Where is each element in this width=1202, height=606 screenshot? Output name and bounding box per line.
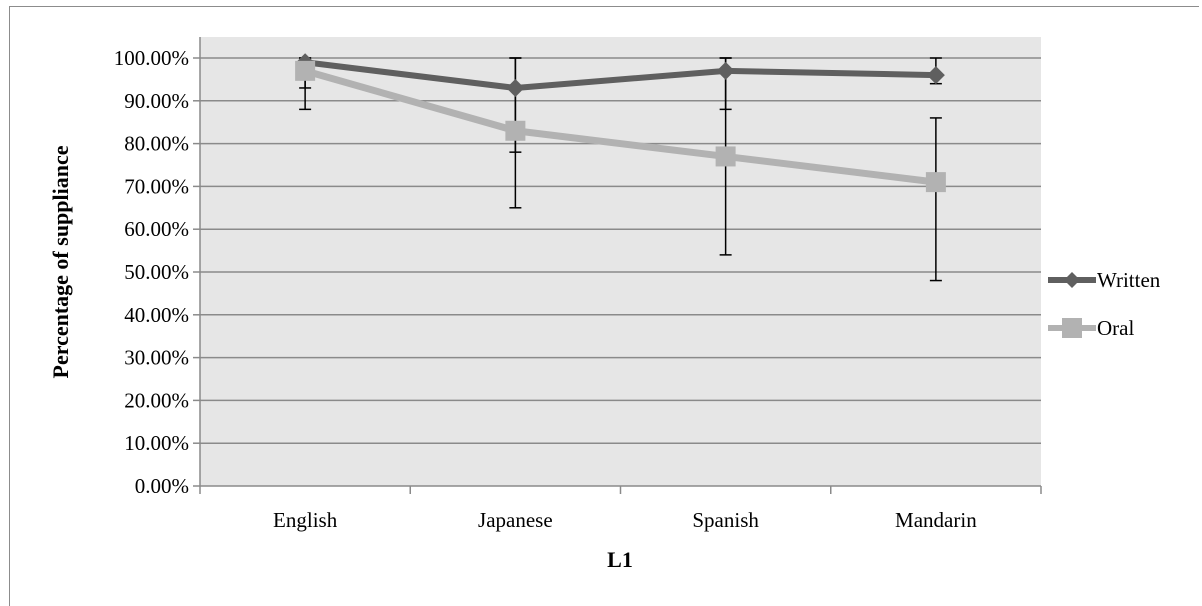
x-tick-label: Spanish (692, 508, 759, 532)
chart-frame (9, 6, 1199, 606)
y-tick-label: 80.00% (124, 132, 189, 156)
data-point-written (926, 66, 945, 85)
series-line (304, 67, 937, 186)
y-tick-label: 10.00% (124, 431, 189, 455)
data-point-oral (295, 60, 316, 81)
gridlines (200, 57, 1041, 444)
x-tick-labels: English Japanese Spanish Mandarin (273, 508, 977, 532)
y-tick-label: 100.00% (114, 46, 189, 70)
series-line (304, 59, 936, 91)
legend: Written Oral (1048, 268, 1161, 340)
y-tick-label: 60.00% (124, 217, 189, 241)
y-tick-label: 30.00% (124, 346, 189, 370)
data-point-oral (715, 146, 736, 167)
x-tick-label: English (273, 508, 338, 532)
line-chart: 0.00% 10.00% 20.00% 30.00% 40.00% 50.00% 60.00… (48, 37, 1161, 572)
legend-marker (1064, 272, 1080, 288)
data-point-oral (925, 172, 946, 193)
y-tick-label: 70.00% (124, 174, 189, 198)
x-tick-label: Mandarin (895, 508, 977, 532)
data-point-written (716, 61, 735, 80)
series-markers (295, 53, 946, 193)
y-tick-label: 50.00% (124, 260, 189, 284)
legend-marker (1062, 318, 1082, 338)
plot-area (200, 37, 1041, 486)
x-axis-title: L1 (607, 547, 633, 572)
y-tick-labels: 0.00% 10.00% 20.00% 30.00% 40.00% 50.00% 60.00… (114, 46, 189, 498)
series-lines (304, 59, 937, 186)
data-point-oral (505, 120, 526, 141)
legend-label: Oral (1097, 316, 1134, 340)
y-tick-label: 40.00% (124, 303, 189, 327)
y-axis-title: Percentage of suppliance (48, 145, 73, 378)
y-tick-label: 0.00% (135, 474, 189, 498)
legend-label: Written (1097, 268, 1161, 292)
data-point-written (506, 78, 525, 97)
y-tick-label: 90.00% (124, 89, 189, 113)
axes (193, 37, 1042, 494)
x-tick-label: Japanese (478, 508, 553, 532)
y-tick-label: 20.00% (124, 388, 189, 412)
